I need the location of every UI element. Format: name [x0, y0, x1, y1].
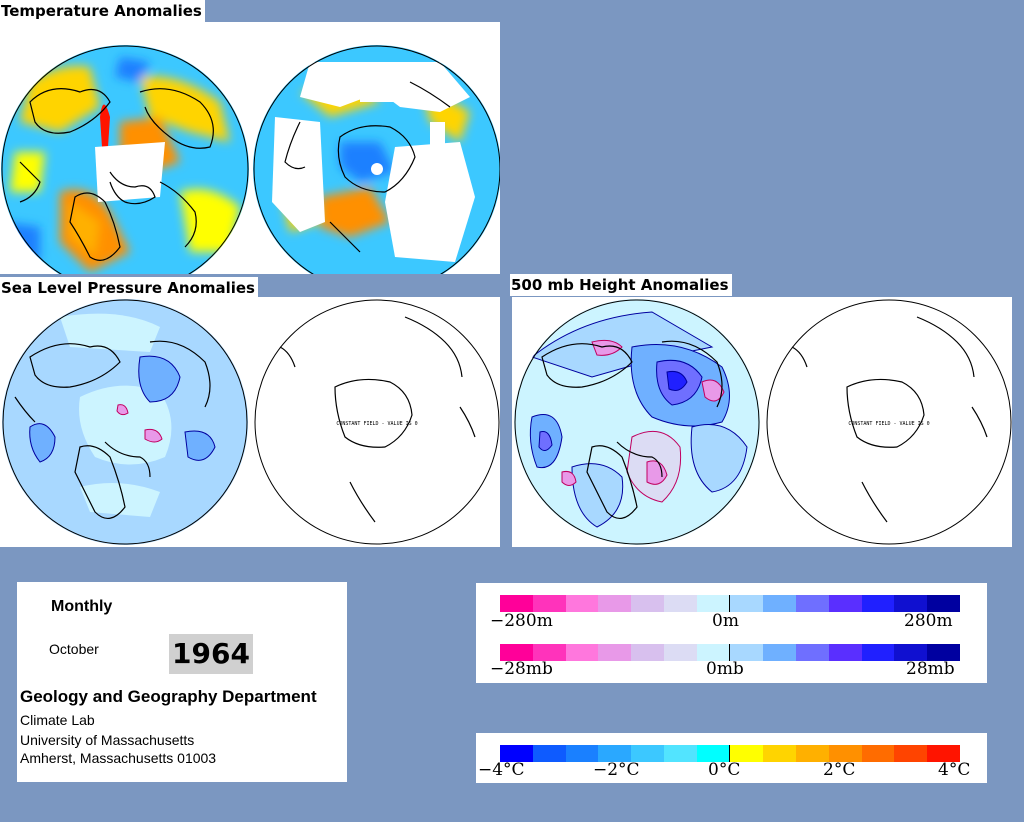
southern-hemisphere-slp-map: CONSTANT FIELD - VALUE IS 0 — [254, 299, 500, 545]
color-swatch — [598, 595, 632, 612]
color-swatch — [663, 595, 697, 612]
northern-hemisphere-500mb-map — [514, 299, 760, 545]
color-swatch — [828, 644, 862, 661]
temperature-anomalies-panel — [0, 22, 500, 274]
northern-hemisphere-slp-map — [2, 299, 248, 545]
color-swatch — [729, 745, 764, 762]
color-swatch — [565, 644, 599, 661]
color-swatch — [631, 644, 664, 661]
color-swatch — [598, 644, 632, 661]
color-swatch — [763, 745, 797, 762]
color-swatch — [598, 745, 632, 762]
color-swatch — [861, 595, 895, 612]
color-swatch — [663, 644, 697, 661]
color-swatch — [500, 644, 533, 661]
color-swatch — [861, 745, 895, 762]
month-label: October — [49, 641, 99, 657]
color-swatch — [861, 644, 895, 661]
color-swatch — [796, 644, 829, 661]
temperature-panel-title: Temperature Anomalies — [0, 0, 205, 22]
color-swatch — [894, 745, 928, 762]
height-color-scale — [500, 595, 960, 612]
color-swatch — [500, 595, 533, 612]
slp-anomalies-panel: CONSTANT FIELD - VALUE IS 0 — [0, 297, 500, 547]
color-swatch — [763, 595, 797, 612]
color-swatch — [500, 745, 533, 762]
department-label: Geology and Geography Department — [20, 687, 317, 706]
temperature-tick-label: 4°C — [938, 760, 971, 780]
color-swatch — [927, 745, 960, 762]
anomaly-legend: −280m 0m 280m −28mb 0mb 28mb — [476, 583, 987, 683]
temperature-scale-labels: −4°C −2°C 0°C 2°C 4°C — [476, 760, 987, 782]
color-swatch — [631, 595, 664, 612]
southern-hemisphere-500mb-map: CONSTANT FIELD - VALUE IS 0 — [766, 299, 1012, 545]
color-swatch — [729, 595, 764, 612]
color-swatch — [729, 644, 764, 661]
height-scale-min: −280m — [490, 611, 553, 631]
info-box: Monthly October 1964 Geology and Geograp… — [17, 582, 347, 782]
color-swatch — [796, 745, 829, 762]
color-swatch — [894, 644, 928, 661]
color-swatch — [631, 745, 664, 762]
university-label: University of Massachusetts — [20, 732, 195, 748]
pressure-scale-min: −28mb — [490, 659, 553, 679]
height500-constant-field-note: CONSTANT FIELD - VALUE IS 0 — [848, 421, 929, 427]
color-swatch — [532, 595, 566, 612]
color-swatch — [894, 595, 928, 612]
color-swatch — [663, 745, 697, 762]
northern-hemisphere-temperature-map — [1, 45, 249, 274]
lab-label: Climate Lab — [20, 712, 95, 728]
slp-panel-title: Sea Level Pressure Anomalies — [0, 277, 258, 299]
height-scale-center: 0m — [712, 611, 739, 631]
color-swatch — [828, 595, 862, 612]
color-swatch — [763, 644, 797, 661]
temperature-tick-label: −2°C — [593, 760, 640, 780]
color-swatch — [927, 644, 960, 661]
temperature-color-scale — [500, 745, 960, 762]
slp-constant-field-note: CONSTANT FIELD - VALUE IS 0 — [336, 421, 417, 427]
year-label: 1964 — [169, 634, 253, 674]
height500-panel-title: 500 mb Height Anomalies — [510, 274, 732, 296]
temperature-tick-label: 2°C — [823, 760, 856, 780]
color-swatch — [565, 595, 599, 612]
color-swatch — [532, 745, 566, 762]
pressure-scale-center: 0mb — [706, 659, 744, 679]
color-swatch — [927, 595, 960, 612]
color-swatch — [696, 644, 730, 661]
color-swatch — [565, 745, 599, 762]
color-swatch — [532, 644, 566, 661]
period-label: Monthly — [51, 598, 113, 615]
color-swatch — [796, 595, 829, 612]
color-swatch — [696, 595, 730, 612]
address-label: Amherst, Massachusetts 01003 — [20, 750, 217, 766]
height-scale-max: 280m — [904, 611, 953, 631]
color-swatch — [696, 745, 730, 762]
color-swatch — [828, 745, 862, 762]
temperature-legend: −4°C −2°C 0°C 2°C 4°C — [476, 733, 987, 783]
pressure-scale-max: 28mb — [906, 659, 955, 679]
pressure-color-scale — [500, 644, 960, 661]
temperature-tick-label: 0°C — [708, 760, 741, 780]
height500-anomalies-panel: CONSTANT FIELD - VALUE IS 0 — [512, 297, 1012, 547]
southern-hemisphere-temperature-map — [253, 45, 500, 274]
temperature-tick-label: −4°C — [478, 760, 525, 780]
